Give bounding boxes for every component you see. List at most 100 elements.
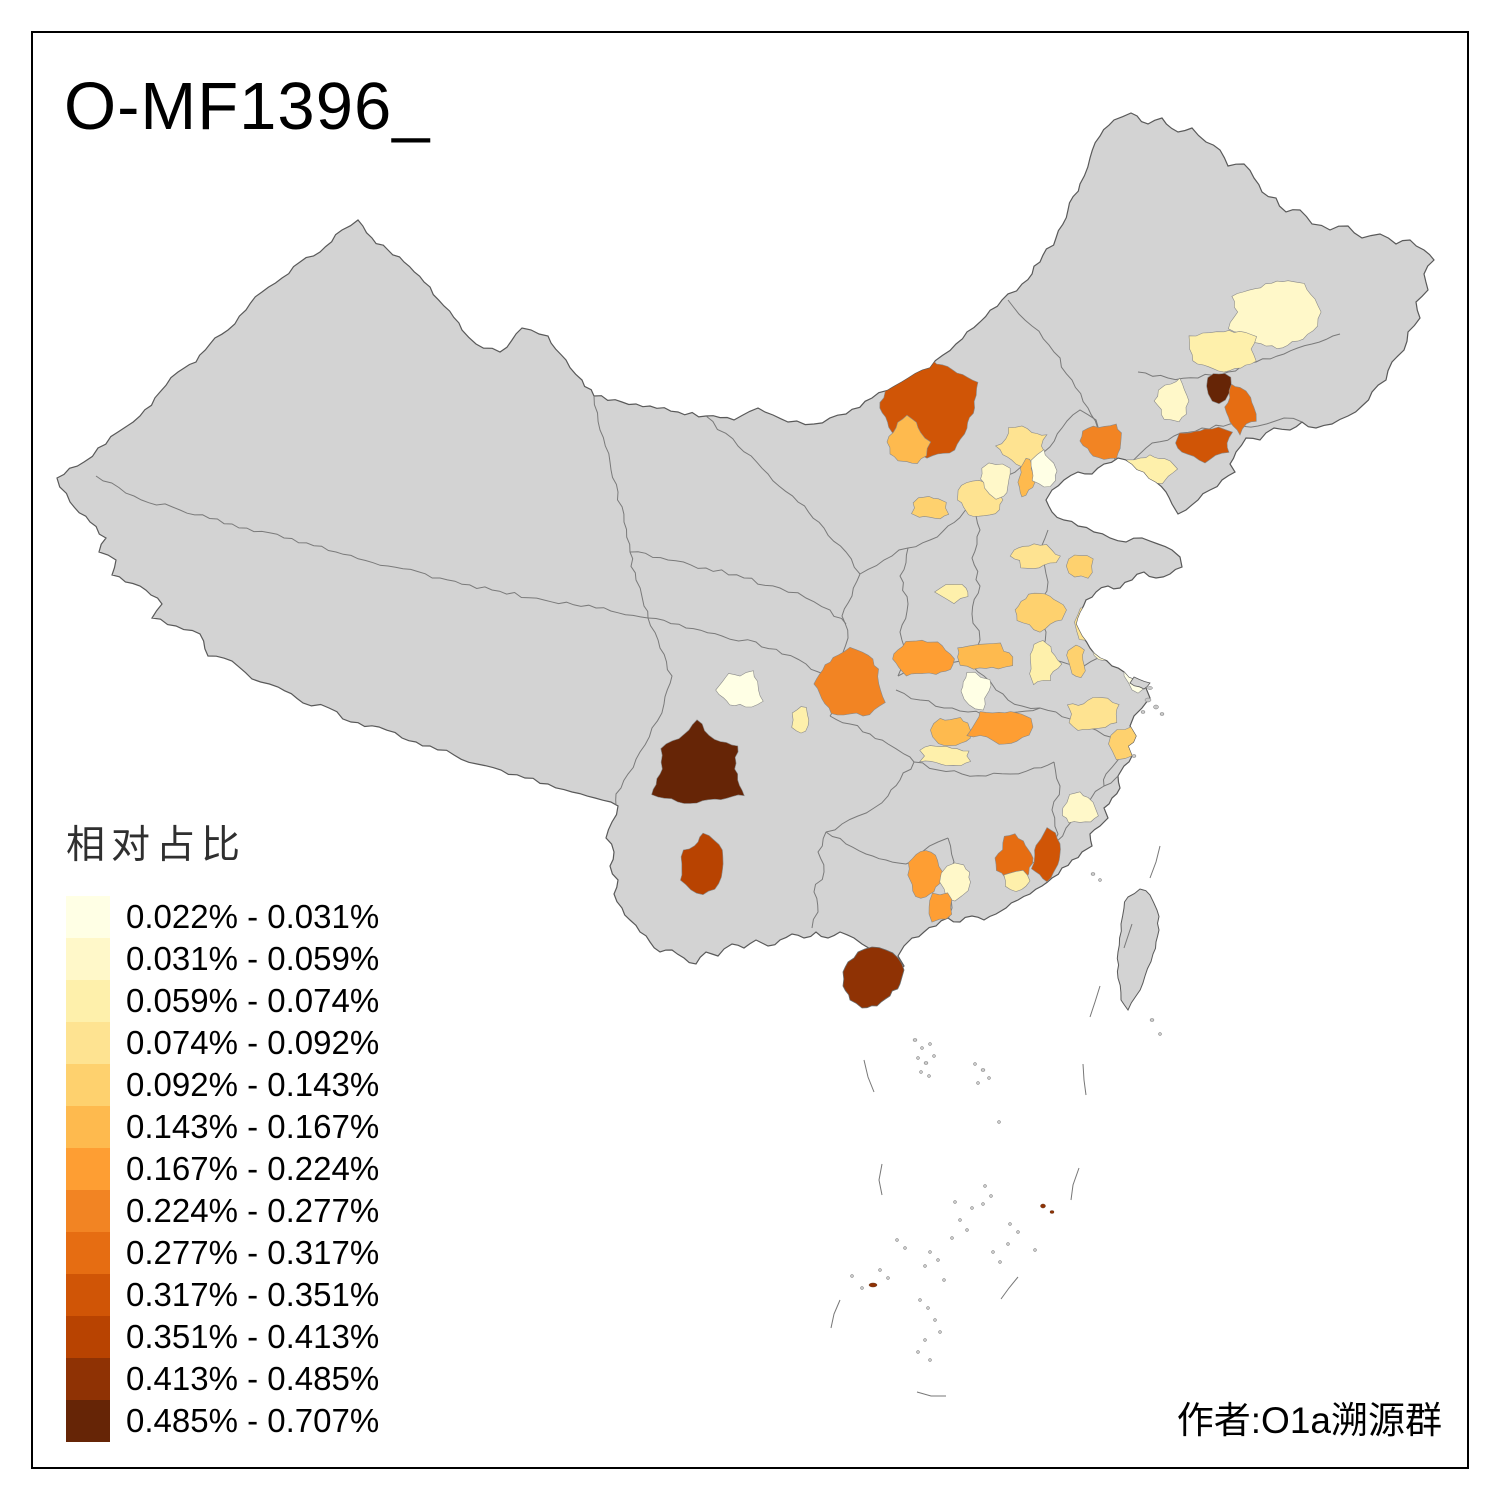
legend-swatch [66, 1022, 110, 1064]
island-chain-line [1000, 1276, 1019, 1300]
small-island [918, 1298, 922, 1302]
small-island [1159, 712, 1165, 716]
small-island [1147, 686, 1153, 690]
legend-label: 0.031% - 0.059% [126, 940, 380, 977]
small-island [983, 1184, 987, 1188]
prefecture-region [1092, 629, 1112, 661]
province-border [829, 715, 915, 763]
prefecture-region [680, 832, 724, 896]
small-island [878, 1268, 882, 1272]
page-title: O-MF1396_ [64, 69, 431, 144]
legend-row: 0.167% - 0.224% [66, 1148, 379, 1190]
legend-row: 0.074% - 0.092% [66, 1022, 379, 1064]
taiwan-island [1116, 888, 1160, 1011]
small-island [953, 1200, 957, 1204]
legend-swatch [66, 1400, 110, 1442]
island-chain-line [878, 1163, 883, 1196]
legend-swatch [66, 1232, 110, 1274]
prefecture-region [1079, 423, 1122, 460]
small-island [928, 1250, 932, 1254]
map-legend: 相对占比 0.022% - 0.031% 0.031% - 0.059% 0.059… [66, 814, 379, 1442]
small-island [989, 1194, 993, 1198]
small-island [958, 1218, 962, 1222]
legend-label: 0.167% - 0.224% [126, 1150, 380, 1187]
province-border [913, 761, 1055, 777]
legend-label: 0.074% - 0.092% [126, 1024, 380, 1061]
province-border [615, 617, 673, 807]
legend-title: 相对占比 [66, 824, 247, 867]
small-island [997, 1120, 1001, 1124]
legend-row: 0.092% - 0.143% [66, 1064, 379, 1106]
small-island [938, 1330, 942, 1334]
province-border [1119, 417, 1303, 471]
small-island [1158, 1032, 1162, 1036]
small-island [1090, 872, 1096, 876]
prefecture-region [791, 706, 810, 734]
small-island [912, 1038, 918, 1042]
prefecture-region [813, 646, 886, 717]
small-island [933, 1318, 937, 1322]
legend-label: 0.092% - 0.143% [126, 1066, 380, 1103]
prefecture-region [1228, 280, 1322, 350]
prefecture-region [1003, 869, 1031, 892]
prefecture-region [1017, 458, 1036, 498]
small-island [973, 1062, 977, 1066]
province-border [825, 761, 915, 833]
province-border [705, 415, 861, 575]
provinces-layer [95, 280, 1341, 929]
small-island [981, 1202, 985, 1206]
prefecture-region [1031, 827, 1061, 883]
prefecture-region [1030, 449, 1058, 488]
legend-label: 0.022% - 0.031% [126, 898, 380, 935]
prefecture-region [1014, 592, 1067, 633]
island-chain-line [1070, 1167, 1080, 1201]
prefecture-region [980, 462, 1011, 500]
island-chain-line [830, 1299, 841, 1329]
legend-swatch [66, 1316, 110, 1358]
small-island [1131, 754, 1137, 758]
small-island [886, 1276, 890, 1280]
province-border [825, 831, 907, 865]
legend-row: 0.143% - 0.167% [66, 1106, 379, 1148]
island-chain-line [1149, 845, 1161, 879]
small-island [920, 1046, 924, 1050]
chongming-island [1129, 676, 1151, 690]
legend-swatch [66, 896, 110, 938]
prefecture-region [960, 671, 992, 711]
legend-row: 0.059% - 0.074% [66, 980, 379, 1022]
prefecture-region [918, 745, 972, 767]
small-island [936, 1258, 940, 1262]
legend-label: 0.317% - 0.351% [126, 1276, 380, 1313]
legend-label: 0.413% - 0.485% [126, 1360, 380, 1397]
small-island [1140, 710, 1146, 714]
prefecture-region [934, 584, 969, 604]
prefecture-region [1206, 373, 1232, 405]
small-island [916, 1350, 920, 1354]
legend-swatch [66, 1148, 110, 1190]
prefecture-region [715, 670, 764, 708]
small-island-colored [1040, 1203, 1046, 1209]
province-border [895, 689, 1041, 716]
legend-swatch [66, 1274, 110, 1316]
island-chain-line [1089, 985, 1101, 1018]
small-island [895, 1238, 899, 1242]
legend-row: 0.224% - 0.277% [66, 1190, 379, 1232]
legend-label: 0.059% - 0.074% [126, 982, 380, 1019]
small-island [1149, 1018, 1155, 1022]
prefecture-region [1029, 640, 1063, 686]
small-island [1144, 697, 1152, 703]
legend-row: 0.413% - 0.485% [66, 1358, 379, 1400]
legend-row: 0.351% - 0.413% [66, 1316, 379, 1358]
small-island-colored [1049, 1210, 1055, 1214]
attribution-text: 作者:O1a溯源群 [1176, 1400, 1442, 1441]
small-island [928, 1042, 932, 1046]
small-island [903, 1246, 907, 1250]
small-island [926, 1306, 930, 1310]
prefecture-region [966, 711, 1034, 745]
province-border [629, 551, 847, 625]
island-chain-line [863, 1059, 875, 1093]
small-island [998, 1260, 1002, 1264]
legend-swatch [66, 1106, 110, 1148]
